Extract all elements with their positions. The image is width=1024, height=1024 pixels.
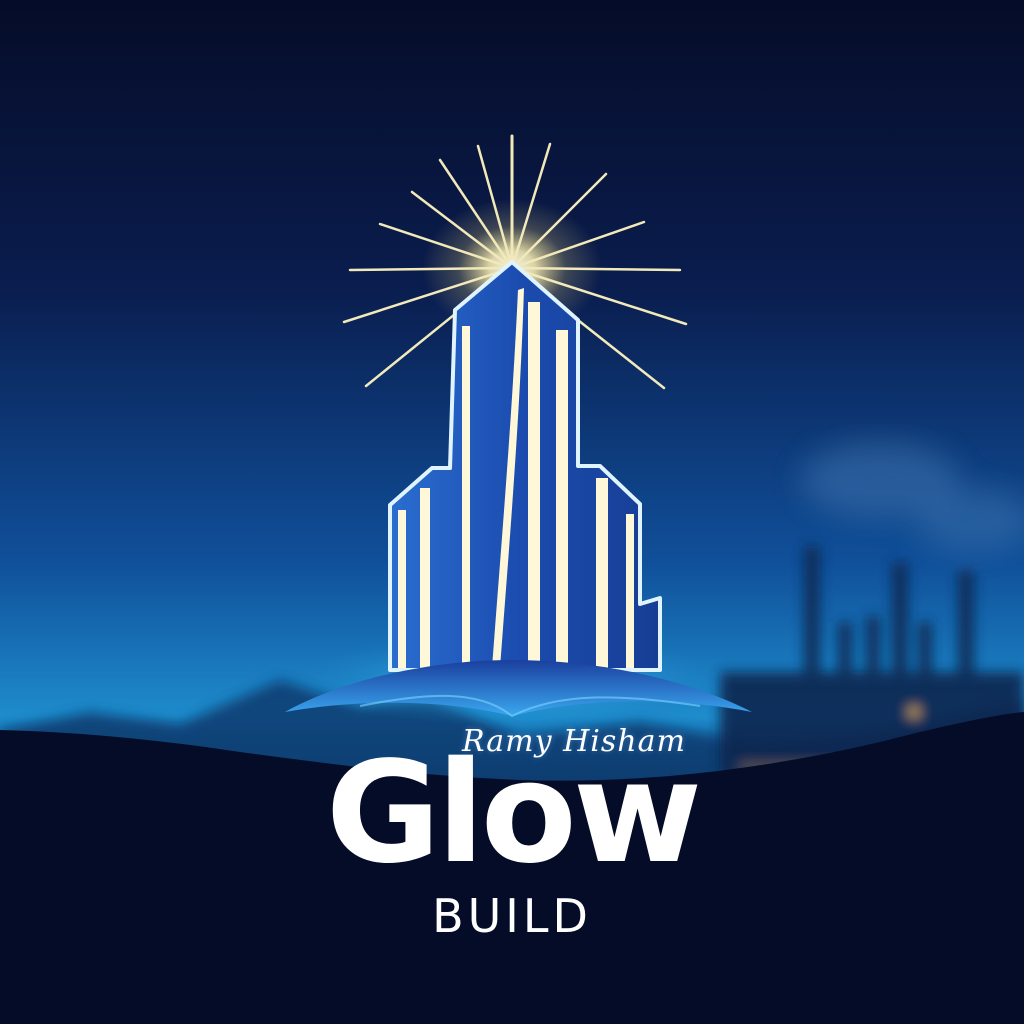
brand-name: Glow	[325, 732, 702, 895]
brand-tagline: BUILD	[432, 889, 592, 943]
designer-signature: Ramy Hisham	[462, 724, 686, 759]
glowing-skyscraper-icon	[285, 260, 752, 718]
